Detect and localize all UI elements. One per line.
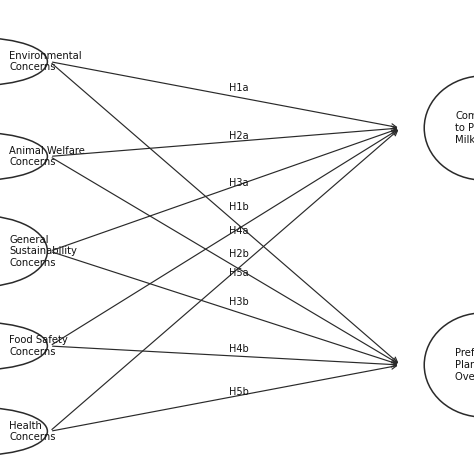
Text: H5b: H5b	[229, 387, 249, 397]
Text: H1a: H1a	[229, 83, 248, 93]
Text: H1b: H1b	[229, 202, 249, 212]
Text: H5a: H5a	[229, 268, 248, 278]
Text: Environmental
Concerns: Environmental Concerns	[9, 51, 82, 73]
Text: Preferences
Plant-Based Milk
Over Regular: Preferences Plant-Based Milk Over Regula…	[455, 348, 474, 382]
Text: H3a: H3a	[229, 178, 248, 188]
Text: Food Safety
Concerns: Food Safety Concerns	[9, 335, 68, 357]
Text: H3b: H3b	[229, 297, 249, 307]
Text: H2b: H2b	[229, 249, 249, 259]
Text: Animal Welfare
Concerns: Animal Welfare Concerns	[9, 146, 85, 167]
Text: Health
Concerns: Health Concerns	[9, 420, 56, 442]
Text: H4b: H4b	[229, 344, 249, 354]
Text: H2a: H2a	[229, 131, 248, 141]
Text: Commitment-
to Plant-Based
Milk Products: Commitment- to Plant-Based Milk Products	[455, 111, 474, 145]
Text: General
Sustainability
Concerns: General Sustainability Concerns	[9, 235, 77, 268]
Text: H4a: H4a	[229, 226, 248, 236]
